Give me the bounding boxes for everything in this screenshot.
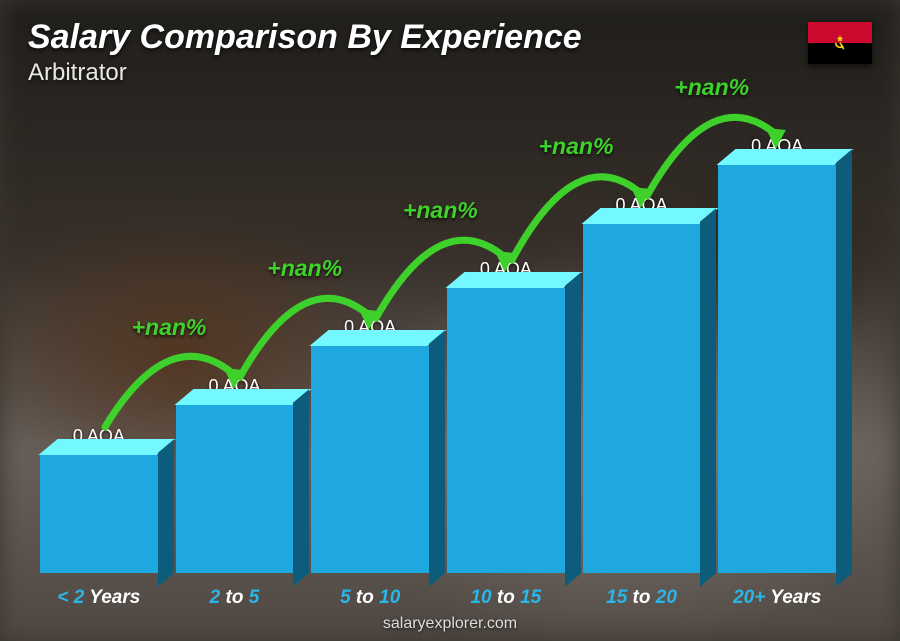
bar-top-face [581, 208, 718, 224]
x-axis-label: 15 to 20 [583, 587, 701, 609]
chart-subtitle: Arbitrator [28, 59, 872, 87]
bar-wrap: 0 AOA [176, 376, 294, 573]
bar-front [311, 346, 429, 573]
bar [447, 288, 565, 573]
bar-top-face [445, 272, 582, 288]
x-axis-label: < 2 Years [40, 587, 158, 609]
bar-chart: 0 AOA0 AOA0 AOA0 AOA0 AOA0 AOA [30, 120, 846, 573]
bar-front [176, 405, 294, 573]
x-axis-label: 10 to 15 [447, 587, 565, 609]
bar-front [583, 224, 701, 573]
bar-wrap: 0 AOA [447, 259, 565, 573]
bar-wrap: 0 AOA [718, 136, 836, 573]
bar-side-face [700, 208, 716, 586]
bar-front [447, 288, 565, 573]
country-flag-angola [808, 22, 872, 64]
chart-title: Salary Comparison By Experience [28, 18, 872, 57]
bar [311, 346, 429, 573]
bar [40, 455, 158, 573]
bar [718, 165, 836, 573]
bar [176, 405, 294, 573]
footer-attribution: salaryexplorer.com [0, 615, 900, 633]
bar-top-face [38, 439, 175, 455]
bar-wrap: 0 AOA [40, 426, 158, 573]
bar-wrap: 0 AOA [311, 317, 429, 573]
x-axis-labels: < 2 Years 2 to 5 5 to 10 10 to 15 15 to 20 20… [30, 587, 846, 609]
bar-side-face [836, 149, 852, 586]
bar-front [40, 455, 158, 573]
header: Salary Comparison By Experience Arbitrat… [28, 18, 872, 87]
bar-front [718, 165, 836, 573]
bar-wrap: 0 AOA [583, 195, 701, 573]
bar-side-face [158, 439, 174, 586]
flag-emblem [830, 33, 850, 53]
bar-side-face [429, 330, 445, 586]
bar-top-face [174, 389, 311, 405]
bar-top-face [717, 149, 854, 165]
bar-side-face [565, 272, 581, 586]
x-axis-label: 5 to 10 [311, 587, 429, 609]
x-axis-label: 20+ Years [718, 587, 836, 609]
bar [583, 224, 701, 573]
bar-top-face [310, 330, 447, 346]
x-axis-label: 2 to 5 [176, 587, 294, 609]
bar-side-face [293, 389, 309, 586]
